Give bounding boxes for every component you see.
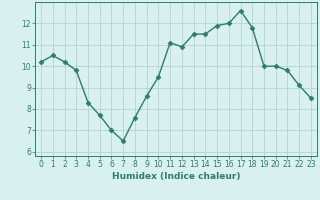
X-axis label: Humidex (Indice chaleur): Humidex (Indice chaleur) [112, 172, 240, 181]
